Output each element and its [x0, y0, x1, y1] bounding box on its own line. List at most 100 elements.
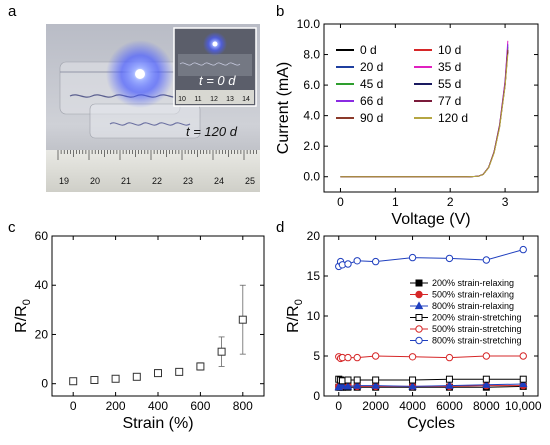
- y-tick-label: 6.0: [303, 78, 320, 92]
- ruler-numbers: 19 20 21 22 23 24 25: [59, 176, 255, 186]
- series-line: [338, 378, 524, 382]
- legend-marker: [415, 336, 423, 345]
- led-chip: [135, 69, 145, 79]
- legend-marker: [415, 279, 423, 287]
- panel-label-b: b: [276, 3, 284, 20]
- data-point: [482, 380, 491, 388]
- data-point: [352, 380, 362, 389]
- data-point: [519, 245, 527, 254]
- x-tick-label: 600: [190, 399, 210, 413]
- plot-frame: [323, 23, 539, 193]
- legend-marker: [414, 301, 424, 310]
- main-caption: t = 120 d: [186, 124, 238, 139]
- y-tick-label: 15: [307, 269, 321, 283]
- data-point: [482, 375, 490, 383]
- data-point: [343, 381, 353, 390]
- data-point: [353, 376, 361, 384]
- y-axis-title-subscript: 0: [293, 299, 305, 305]
- data-point: [408, 353, 417, 361]
- data-point: [344, 353, 352, 362]
- x-axis-title: Strain (%): [122, 415, 193, 432]
- x-tick-label: 0: [337, 195, 344, 209]
- y-tick-label: 40: [35, 278, 49, 292]
- y-tick-label: 4.0: [303, 109, 320, 123]
- elastomer-block-lower: [89, 103, 201, 139]
- inset-ruler: [176, 90, 254, 104]
- ruler-number: 24: [214, 176, 224, 186]
- x-tick-label: 800: [233, 399, 253, 413]
- y-axis-title: R/R0: [285, 299, 305, 333]
- x-tick-label: 4000: [399, 399, 426, 413]
- legend-label: 500% strain-relaxing: [432, 290, 514, 300]
- inset-caption: t = 0 d: [199, 73, 236, 88]
- legend-label: 200% strain-relaxing: [432, 278, 514, 288]
- x-tick-label: 200: [106, 399, 126, 413]
- inset-ruler-number: 10: [178, 96, 186, 103]
- y-axis-title: R/R0: [13, 299, 33, 333]
- ruler-number: 22: [152, 176, 162, 186]
- legend-label: 800% strain-stretching: [432, 336, 522, 346]
- panel-c-chart: 0 200 400 600 800 0 20 40 60 Strain (%) R/R0: [13, 229, 265, 432]
- legend-label: 66 d: [360, 94, 383, 108]
- legend-label: 200% strain-stretching: [432, 313, 522, 323]
- data-point: [196, 362, 205, 371]
- legend-label: 55 d: [438, 77, 461, 91]
- data-point: [344, 260, 352, 268]
- series-line: [338, 249, 524, 267]
- y-tick-label: 8.0: [303, 48, 320, 62]
- inset-wire: [179, 62, 241, 66]
- data-point: [175, 367, 184, 376]
- data-point: [408, 253, 417, 262]
- legend-label: 800% strain-relaxing: [432, 301, 514, 311]
- legend-label: 45 d: [360, 77, 383, 91]
- x-axis-title: Cycles: [407, 415, 455, 432]
- legend-label: 90 d: [360, 111, 383, 125]
- y-axis-title-subscript: 0: [21, 299, 33, 305]
- y-tick-label: 5: [313, 349, 320, 363]
- ruler-number: 21: [121, 176, 131, 186]
- panel-d-chart: 0 2000 4000 6000 8000 10,000 0 5 10 15 20 Cycles R/R…: [285, 229, 542, 432]
- data-point: [482, 256, 491, 264]
- data-point: [445, 375, 453, 383]
- data-point: [338, 380, 347, 389]
- ruler-number: 25: [245, 176, 255, 186]
- data-point: [132, 372, 141, 381]
- data-point: [344, 376, 352, 384]
- inset-led-chip: [212, 41, 218, 47]
- y-tick-label: 2.0: [303, 139, 320, 153]
- legend-marker: [415, 290, 423, 299]
- panel-label-a: a: [8, 3, 17, 20]
- data-point: [408, 381, 417, 390]
- x-tick-label: 0: [70, 399, 77, 413]
- data-point: [519, 375, 527, 383]
- data-point: [353, 353, 361, 362]
- data-point: [372, 376, 380, 384]
- x-tick-label: 10,000: [505, 399, 542, 413]
- data-point: [482, 352, 491, 360]
- ruler-number: 19: [59, 176, 69, 186]
- inset-ruler-number: 13: [226, 96, 234, 103]
- data-point: [154, 369, 162, 378]
- panel-label-d: d: [276, 219, 284, 236]
- data-point: [90, 376, 99, 384]
- data-point: [409, 376, 417, 384]
- data-point: [353, 257, 361, 265]
- ruler: [46, 150, 260, 192]
- x-tick-label: 2: [447, 195, 454, 209]
- series-line: [338, 355, 524, 359]
- y-tick-label: 0: [313, 389, 320, 403]
- data-point: [445, 353, 454, 362]
- y-tick-label: 60: [35, 229, 49, 243]
- legend-label: 500% strain-stretching: [432, 324, 522, 334]
- legend-marker: [415, 314, 423, 321]
- inset-ruler-number: 14: [242, 96, 250, 103]
- x-tick-label: 1: [392, 195, 399, 209]
- y-tick-label: 20: [35, 327, 49, 341]
- y-tick-label: 0: [41, 377, 48, 391]
- ruler-ticks: [57, 150, 257, 160]
- legend-label: 35 d: [438, 60, 461, 74]
- inset-ruler-number: 12: [210, 96, 218, 103]
- data-point: [445, 254, 454, 263]
- legend-label: 20 d: [360, 60, 383, 74]
